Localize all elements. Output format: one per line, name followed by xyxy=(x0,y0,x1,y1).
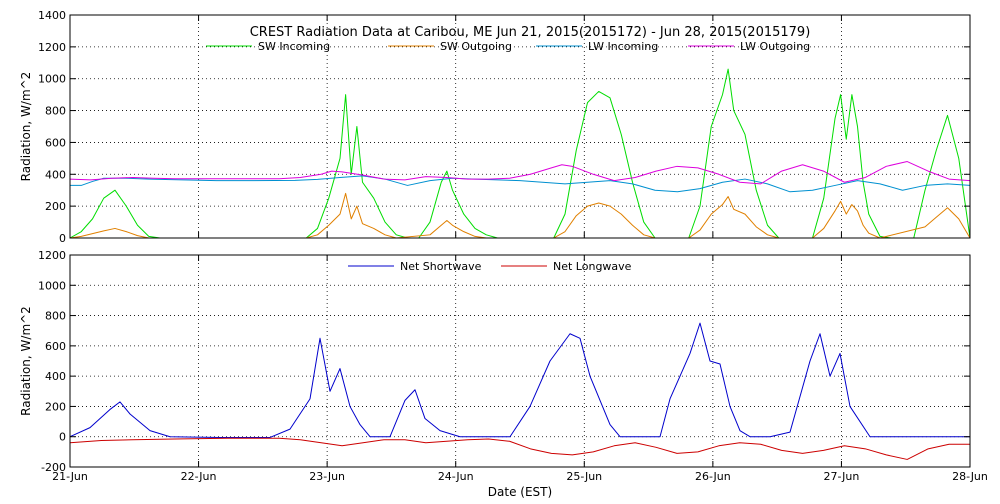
x-axis-label: Date (EST) xyxy=(488,485,552,499)
series-line-lw-outgoing xyxy=(69,161,971,185)
y-tick-label: 1000 xyxy=(38,279,66,292)
legend-label: SW Incoming xyxy=(258,40,330,53)
y-tick-label: 1200 xyxy=(38,249,66,262)
y-tick-label: 0 xyxy=(59,232,66,245)
y-tick-label: 600 xyxy=(45,136,66,149)
series-layer xyxy=(69,68,971,460)
y-tick-label: 400 xyxy=(45,168,66,181)
series-line-sw-outgoing xyxy=(69,192,971,239)
y-tick-label: 600 xyxy=(45,340,66,353)
legend-label: LW Incoming xyxy=(588,40,658,53)
x-tick-label: 28-Jun xyxy=(952,470,988,483)
y-tick-label: 0 xyxy=(59,431,66,444)
text-layer: CREST Radiation Data at Caribou, ME Jun … xyxy=(19,9,988,499)
legend-label: LW Outgoing xyxy=(740,40,810,53)
legend-label: SW Outgoing xyxy=(440,40,512,53)
y-axis-label: Radiation, W/m^2 xyxy=(19,72,33,182)
y-axis-label: Radiation, W/m^2 xyxy=(19,306,33,416)
legend-label: Net Shortwave xyxy=(400,260,482,273)
y-tick-label: 200 xyxy=(45,400,66,413)
series-line-sw-incoming xyxy=(69,68,971,239)
series-line-net-shortwave xyxy=(69,322,970,438)
frame-layer xyxy=(69,14,971,468)
y-tick-label: -200 xyxy=(41,461,66,474)
y-tick-label: 1000 xyxy=(38,73,66,86)
x-tick-label: 27-Jun xyxy=(824,470,860,483)
y-tick-label: 400 xyxy=(45,370,66,383)
y-tick-label: 1200 xyxy=(38,41,66,54)
y-tick-label: 800 xyxy=(45,105,66,118)
y-tick-label: 200 xyxy=(45,200,66,213)
series-line-net-longwave xyxy=(69,437,970,460)
y-tick-label: 1400 xyxy=(38,9,66,22)
x-tick-label: 23-Jun xyxy=(309,470,345,483)
y-tick-label: 800 xyxy=(45,310,66,323)
x-tick-label: 25-Jun xyxy=(566,470,602,483)
legend-label: Net Longwave xyxy=(553,260,632,273)
plot-frame xyxy=(69,254,971,468)
series-line-lw-incoming xyxy=(70,175,971,193)
plot-frame xyxy=(69,14,971,239)
x-tick-label: 21-Jun xyxy=(52,470,88,483)
chart-title: CREST Radiation Data at Caribou, ME Jun … xyxy=(250,25,811,40)
x-tick-label: 26-Jun xyxy=(695,470,731,483)
x-tick-label: 24-Jun xyxy=(438,470,474,483)
x-tick-label: 22-Jun xyxy=(181,470,217,483)
grid-layer xyxy=(70,15,970,467)
